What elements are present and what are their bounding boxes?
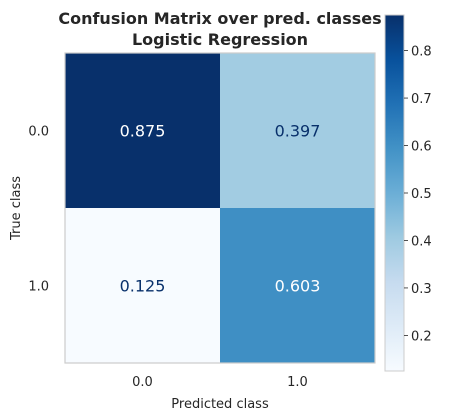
colorbar-tick-label: 0.3 (411, 282, 432, 297)
matrix-cell (65, 208, 220, 363)
matrix-frame (64, 52, 376, 364)
colorbar-tick-label: 0.4 (411, 234, 432, 249)
colorbar-tick-label: 0.8 (411, 45, 432, 60)
chart-subtitle: Logistic Regression (132, 30, 308, 49)
colorbar-tick-label: 0.2 (411, 329, 432, 344)
colorbar-ticks: 0.2 0.3 0.4 0.5 0.6 0.7 0.8 (404, 45, 432, 344)
y-tick-labels: 0.0 1.0 (28, 125, 49, 295)
chart-title: Confusion Matrix over pred. classes (58, 9, 381, 28)
colorbar (384, 14, 405, 372)
x-tick-label: 1.0 (287, 375, 308, 390)
colorbar-tick-label: 0.7 (411, 92, 432, 107)
matrix-cells: 0.875 0.397 0.125 0.603 (65, 53, 375, 363)
matrix-cell (220, 208, 375, 363)
cell-value-label: 0.875 (120, 122, 166, 141)
cell-value-label: 0.603 (275, 277, 321, 296)
colorbar-tick-label: 0.5 (411, 187, 432, 202)
x-axis-label: Predicted class (171, 397, 269, 412)
x-tick-label: 0.0 (132, 375, 153, 390)
colorbar-tick-label: 0.6 (411, 140, 432, 155)
y-tick-label: 1.0 (28, 280, 49, 295)
cell-value-label: 0.125 (120, 277, 166, 296)
cell-value-label: 0.397 (275, 122, 321, 141)
x-tick-labels: 0.0 1.0 (132, 375, 308, 390)
y-axis-label: True class (9, 176, 24, 241)
matrix-cell (65, 53, 220, 208)
y-tick-label: 0.0 (28, 125, 49, 140)
matrix-cell (220, 53, 375, 208)
